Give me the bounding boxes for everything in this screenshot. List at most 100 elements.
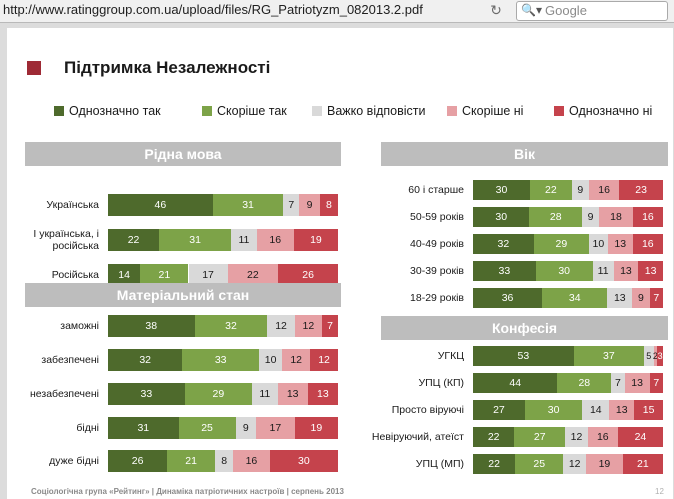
legend-swatch: [202, 106, 212, 116]
bar-segment: 13: [607, 288, 633, 308]
legend-swatch: [312, 106, 322, 116]
bar-segment: 16: [587, 427, 618, 447]
bar-segment: 9: [235, 417, 256, 439]
bar-segment: 5: [644, 346, 654, 366]
bar-segment: 21: [140, 264, 189, 286]
bar-segment: 28: [557, 373, 612, 393]
search-input[interactable]: 🔍▾ Google: [516, 1, 668, 21]
bar-segment: 12: [282, 349, 311, 371]
bar-segment: 16: [632, 207, 663, 227]
bar-segment: 11: [231, 229, 257, 251]
category-label: І українська, і російська: [33, 228, 99, 252]
bar-segment: 22: [473, 427, 515, 447]
bar-segment: 27: [473, 400, 525, 420]
bar-segment: 33: [182, 349, 259, 371]
bar-segment: 13: [613, 261, 639, 281]
stacked-bar: 46 31 7 9 8: [108, 194, 338, 216]
category-label: 40-49 років: [410, 238, 464, 250]
chart-legend: Однозначно так Скоріше так Важко відповіст…: [54, 104, 674, 120]
category-label: УПЦ (КП): [418, 377, 464, 389]
bar-segment: 13: [607, 234, 633, 254]
legend-label: Однозначно так: [69, 104, 161, 118]
bar-segment: 9: [299, 194, 320, 216]
bar-segment: 15: [634, 400, 663, 420]
legend-label: Важко відповісти: [327, 104, 426, 118]
category-label: УГКЦ: [437, 350, 464, 362]
bar-segment: 13: [638, 261, 663, 281]
bar-segment: 7: [611, 373, 625, 393]
bar-segment: 31: [212, 194, 284, 216]
bar-segment: 17: [188, 264, 228, 286]
bar-segment: 2: [653, 346, 658, 366]
category-label: 30-39 років: [410, 265, 464, 277]
bar-segment: 11: [592, 261, 614, 281]
bar-segment: 53: [473, 346, 574, 366]
bar-segment: 7: [649, 288, 663, 308]
bar-segment: 37: [573, 346, 644, 366]
bar-segment: 33: [108, 383, 185, 405]
page-title: Підтримка Незалежності: [64, 58, 271, 77]
bar-segment: 44: [473, 373, 558, 393]
stacked-bar: 30 22 9 16 23: [473, 180, 663, 200]
search-placeholder: Google: [545, 3, 587, 18]
bar-segment: 26: [108, 450, 168, 472]
legend-item: Скоріше так: [202, 104, 287, 120]
page-number: 12: [655, 487, 664, 496]
stacked-bar: 14 21 17 22 26: [108, 264, 338, 286]
search-engine-icon[interactable]: 🔍▾: [521, 3, 542, 17]
category-label: заможні: [60, 320, 99, 332]
category-label: дуже бідні: [49, 455, 99, 467]
bar-segment: 7: [283, 194, 300, 216]
stacked-bar: 53 37 5 2 3: [473, 346, 663, 366]
bar-segment: 13: [277, 383, 308, 405]
category-label: забезпечені: [41, 354, 99, 366]
bar-segment: 31: [159, 229, 232, 251]
legend-item: Однозначно ні: [554, 104, 652, 120]
stacked-bar: 38 32 12 12 7: [108, 315, 338, 337]
bar-segment: 12: [565, 427, 588, 447]
address-bar[interactable]: http://www.ratinggroup.com.ua/upload/fil…: [3, 2, 423, 17]
stacked-bar: 30 28 9 18 16: [473, 207, 663, 227]
legend-label: Однозначно ні: [569, 104, 653, 118]
chart-title: Конфесія: [381, 316, 668, 340]
bar-segment: 26: [278, 264, 338, 286]
category-label: Невіруючий, атеїст: [371, 431, 464, 443]
bar-segment: 22: [473, 454, 516, 474]
bar-segment: 13: [624, 373, 650, 393]
bar-segment: 3: [657, 346, 663, 366]
legend-item: Скоріше ні: [447, 104, 523, 120]
bar-segment: 12: [310, 349, 338, 371]
stacked-bar: 36 34 13 9 7: [473, 288, 663, 308]
legend-item: Важко відповісти: [312, 104, 426, 120]
legend-swatch: [447, 106, 457, 116]
category-label: УПЦ (МП): [415, 458, 464, 470]
bar-segment: 30: [473, 180, 530, 200]
bar-segment: 16: [588, 180, 620, 200]
stacked-bar: 26 21 8 16 30: [108, 450, 338, 472]
category-label: 18-29 років: [410, 292, 464, 304]
category-label: 60 і старше: [408, 184, 464, 196]
bar-segment: 16: [256, 229, 294, 251]
stacked-bar: 44 28 7 13 7: [473, 373, 663, 393]
bar-segment: 23: [619, 180, 663, 200]
bar-segment: 28: [529, 207, 583, 227]
reload-icon[interactable]: ↻: [490, 2, 502, 18]
legend-label: Скоріше так: [217, 104, 287, 118]
legend-swatch: [54, 106, 64, 116]
legend-label: Скоріше ні: [462, 104, 524, 118]
legend-swatch: [554, 106, 564, 116]
bar-segment: 18: [599, 207, 633, 227]
bar-segment: 30: [473, 207, 530, 227]
category-label: 50-59 років: [410, 211, 464, 223]
bar-segment: 7: [322, 315, 338, 337]
bar-segment: 8: [215, 450, 234, 472]
title-marker: [27, 61, 41, 75]
category-label: незабезпечені: [30, 388, 99, 400]
legend-item: Однозначно так: [54, 104, 161, 120]
bar-segment: 11: [252, 383, 278, 405]
stacked-bar: 31 25 9 17 19: [108, 417, 338, 439]
bar-segment: 13: [609, 400, 635, 420]
bar-segment: 16: [233, 450, 270, 472]
category-label: бідні: [76, 422, 99, 434]
bar-segment: 24: [617, 427, 663, 447]
